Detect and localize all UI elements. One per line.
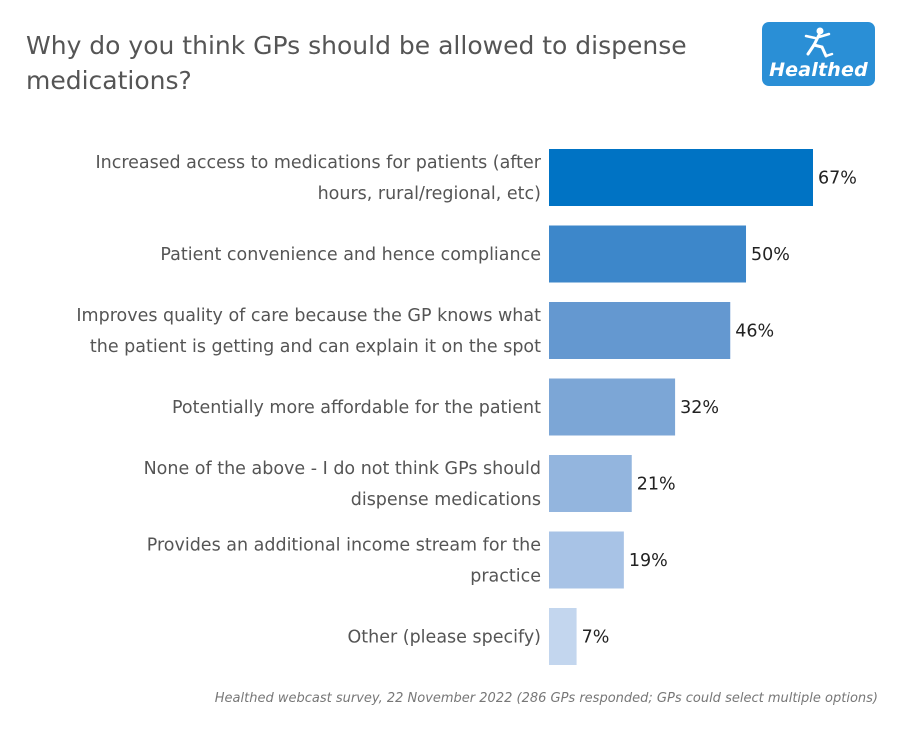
bar-2 <box>549 225 747 283</box>
bar-1 <box>549 149 813 206</box>
bar-chart: 67% Increased access to medications for p… <box>76 149 857 665</box>
category-label-2-line-1: Patient convenience and hence compliance <box>160 245 541 265</box>
bar-3 <box>549 302 731 359</box>
category-label-4-line-1: Potentially more affordable for the pati… <box>172 398 541 418</box>
value-label-4: 32% <box>680 398 719 418</box>
category-label-1-line-2: hours, rural/regional, etc) <box>318 184 541 204</box>
value-label-6: 19% <box>629 551 668 571</box>
category-label-3-line-1: Improves quality of care because the GP … <box>76 306 541 326</box>
category-label-1-line-1: Increased access to medications for pati… <box>95 153 541 173</box>
bar-6 <box>549 531 624 589</box>
value-label-3: 46% <box>735 322 774 342</box>
source-footnote: Healthed webcast survey, 22 November 202… <box>214 691 878 706</box>
category-label-6-line-2: practice <box>470 567 541 587</box>
category-label-6-line-1: Provides an additional income stream for… <box>147 536 541 556</box>
value-label-5: 21% <box>637 475 676 495</box>
bar-5 <box>549 455 632 512</box>
category-label-5-line-1: None of the above - I do not think GPs s… <box>144 459 541 479</box>
chart-title: Why do you think GPs should be allowed t… <box>26 31 687 95</box>
category-label-5-line-2: dispense medications <box>351 490 541 510</box>
value-label-7: 7% <box>582 628 610 648</box>
bar-4 <box>549 378 676 436</box>
runner-figure-icon <box>804 27 834 58</box>
healthed-logo: Healthed <box>762 22 875 86</box>
category-label-3-line-2: the patient is getting and can explain i… <box>90 337 541 357</box>
logo-text: Healthed <box>769 59 868 81</box>
value-label-1: 67% <box>818 169 857 189</box>
category-label-7-line-1: Other (please specify) <box>348 628 542 648</box>
value-label-2: 50% <box>751 245 790 265</box>
bar-7 <box>549 608 577 665</box>
